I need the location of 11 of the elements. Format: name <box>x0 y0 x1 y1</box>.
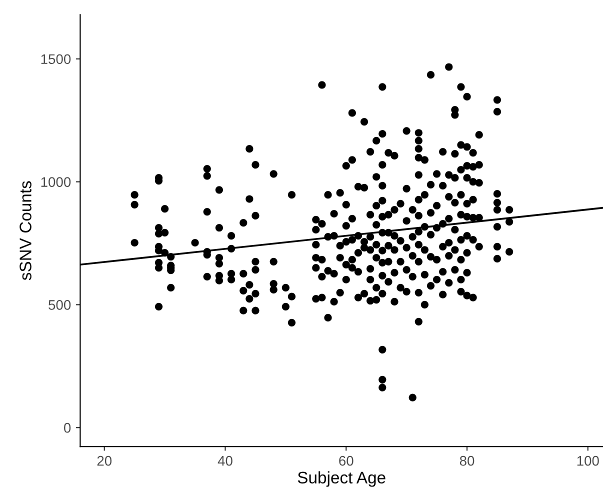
x-tick-label: 80 <box>460 456 474 466</box>
y-tick-label: 500 <box>48 300 71 310</box>
y-tick-label: 0 <box>64 422 71 433</box>
x-tick-label: 40 <box>218 456 232 466</box>
x-tick-label: 60 <box>339 456 354 466</box>
y-tick-label: 1500 <box>41 54 71 64</box>
y-tick-label: 1000 <box>41 177 71 187</box>
y-axis-title: sSNV Counts <box>20 181 32 280</box>
x-tick-label: 20 <box>97 456 112 466</box>
x-axis-title: Subject Age <box>298 471 386 487</box>
x-tick-label: 100 <box>577 456 599 466</box>
